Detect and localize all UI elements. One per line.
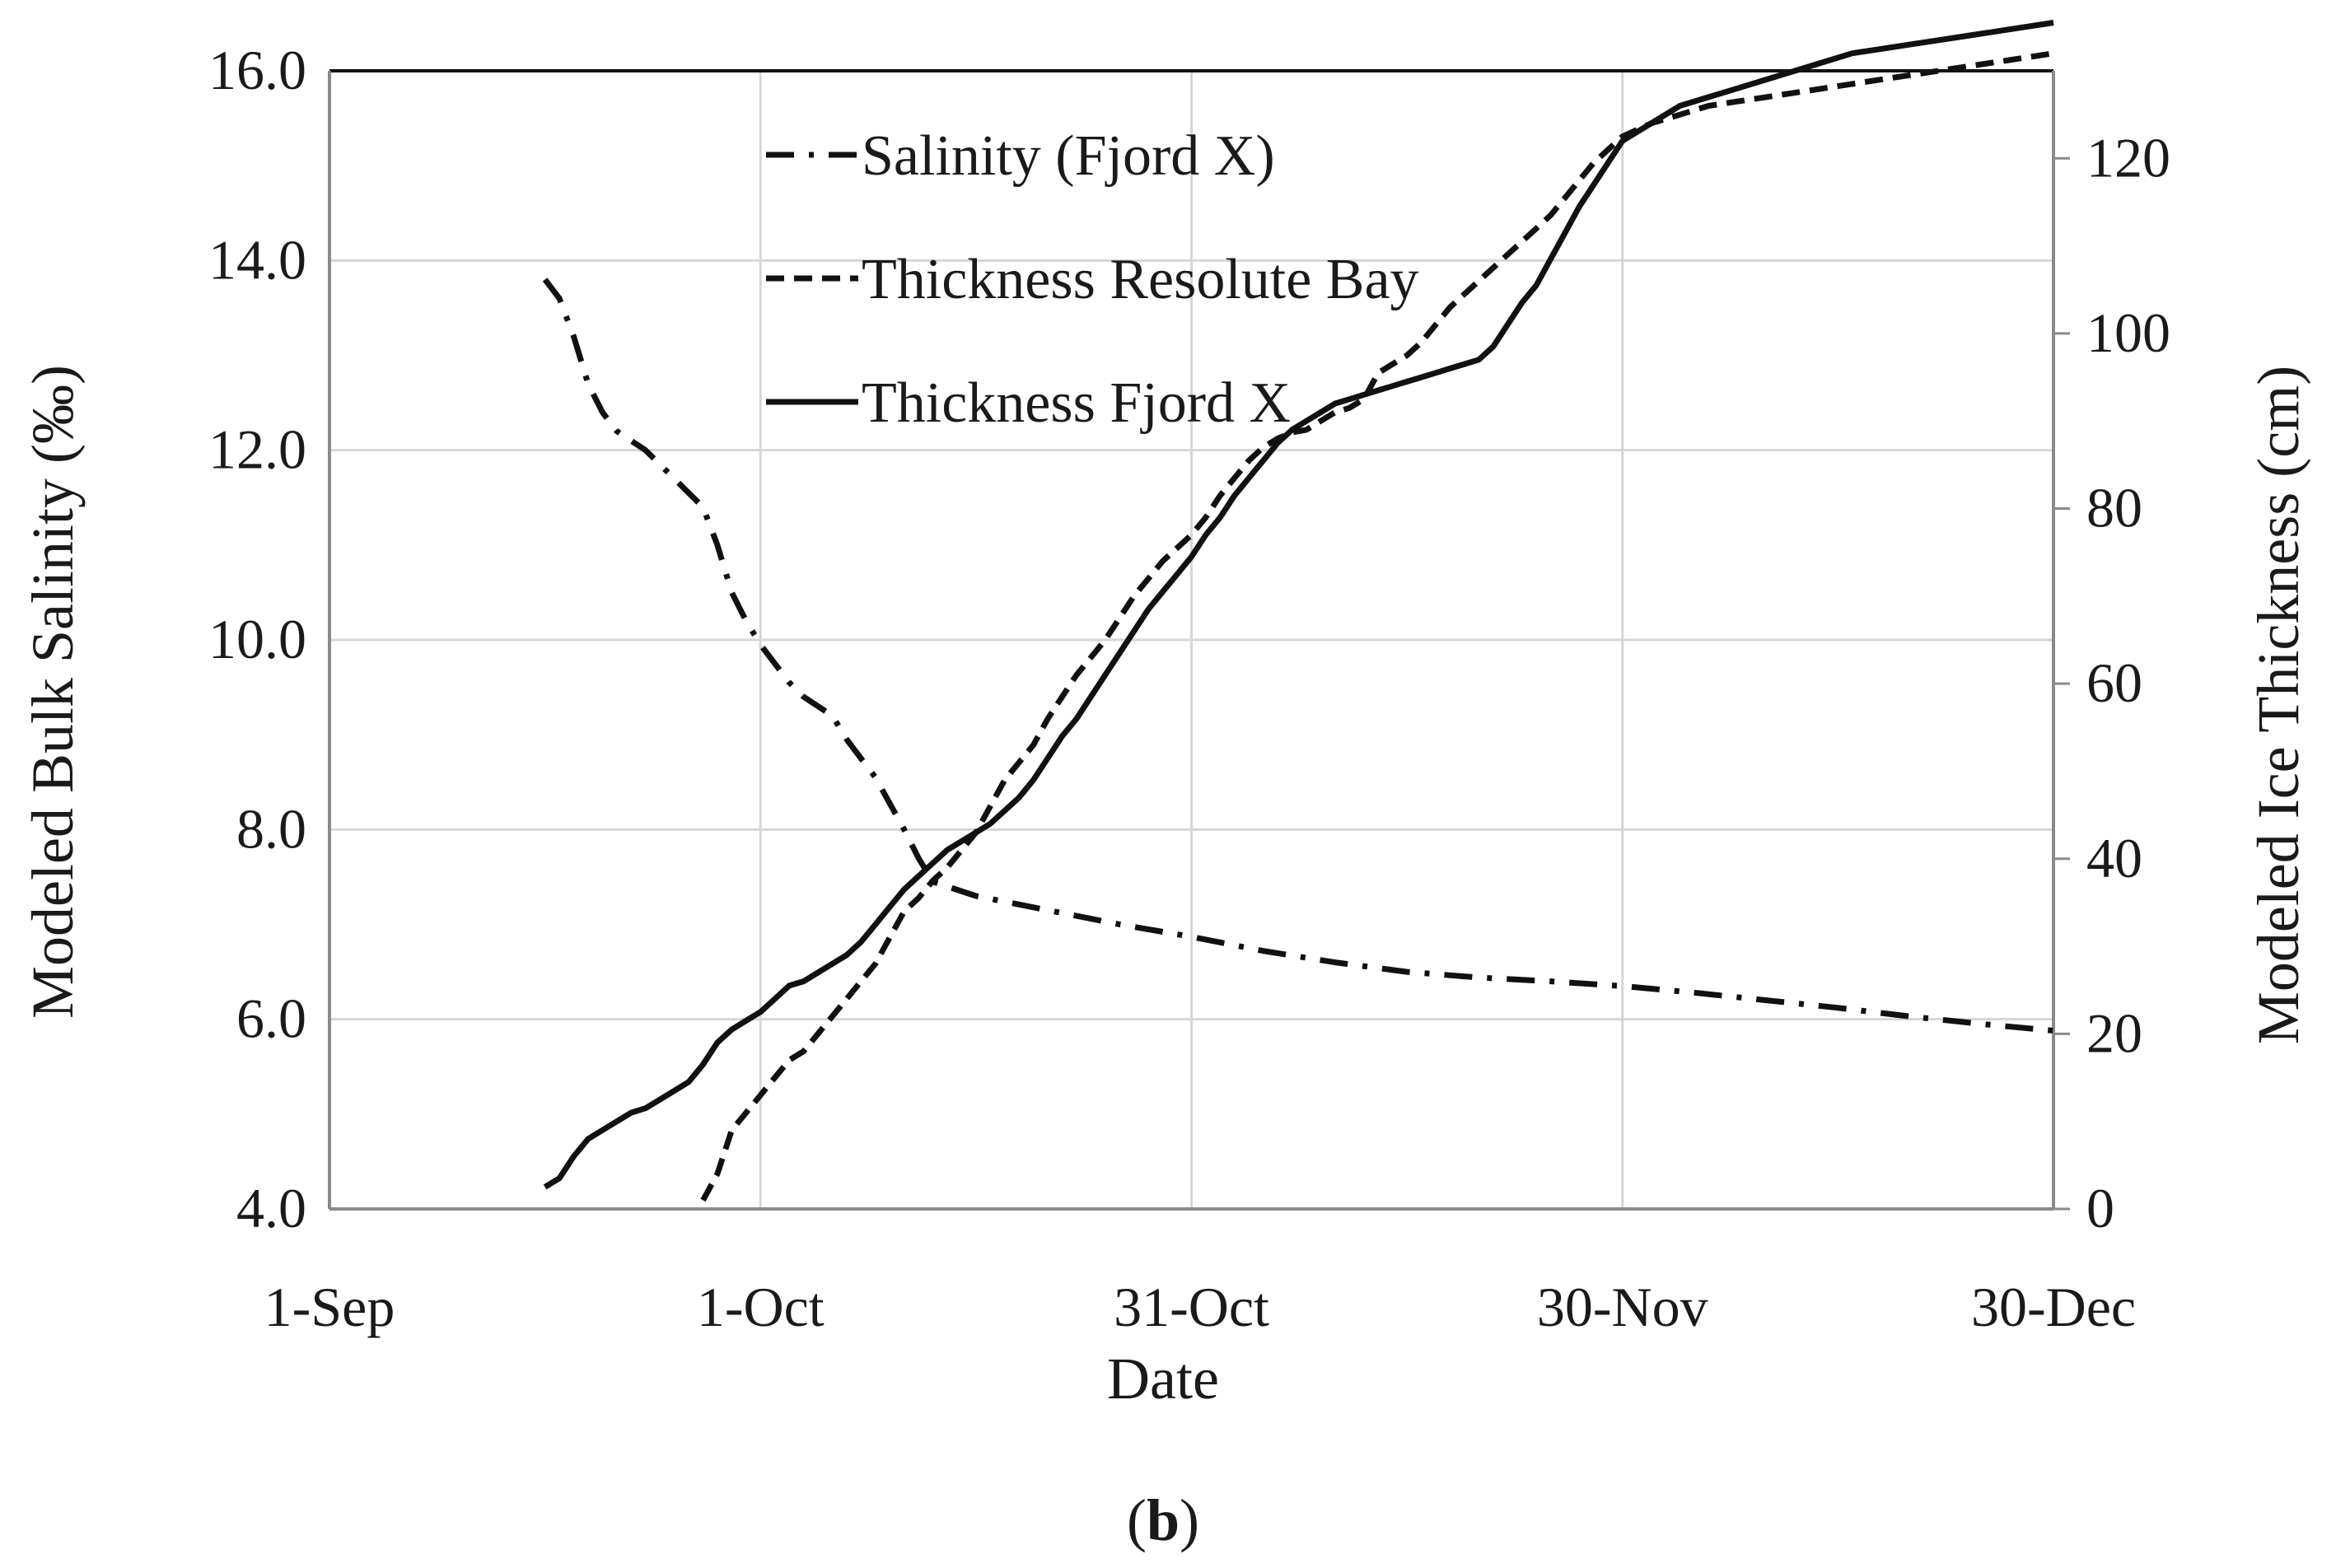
y2-tick-label: 60 (2086, 651, 2142, 714)
x-tick-label: 1-Sep (264, 1276, 395, 1338)
x-tick-label: 30-Nov (1537, 1276, 1708, 1338)
thickness-fjord-x-line (543, 20, 2054, 1190)
legend-label: Thickness Fjord X (862, 371, 1291, 435)
y-tick-label: 6.0 (236, 987, 306, 1050)
y-axis-title: Modeled Bulk Salinity (‰) (20, 365, 86, 1019)
series-layer (542, 20, 2054, 1202)
tick-labels: 4.0 6.0 8.0 10.0 12.0 14.0 16.0 1-Sep 1-Oct 31-Oc… (208, 39, 2170, 1338)
legend-label: Salinity (Fjord X) (862, 124, 1275, 188)
y-tick-label: 8.0 (236, 797, 306, 860)
legend-item-resolute-bay: Thickness Resolute Bay (766, 248, 1419, 311)
panel-label-open: ( (1127, 1487, 1147, 1553)
legend-label: Thickness Resolute Bay (862, 248, 1419, 311)
salinity-fjord-x-line (542, 278, 2054, 1034)
axes (328, 69, 2070, 1211)
y-tick-label: 14.0 (208, 228, 306, 291)
y2-tick-label: 80 (2086, 477, 2142, 539)
panel-label-close: ) (1180, 1487, 1199, 1553)
x-tick-label: 31-Oct (1114, 1276, 1269, 1338)
legend-item-salinity: Salinity (Fjord X) (766, 124, 1275, 188)
y-tick-label: 4.0 (236, 1177, 306, 1239)
x-tick-label: 1-Oct (697, 1276, 825, 1338)
y2-tick-label: 40 (2086, 827, 2142, 889)
legend-item-fjord-x: Thickness Fjord X (766, 371, 1291, 435)
x-tick-label: 30-Dec (1971, 1276, 2136, 1338)
y-tick-label: 12.0 (208, 418, 306, 481)
thickness-resolute-bay-line (700, 50, 2054, 1202)
y2-tick-label: 120 (2086, 126, 2170, 189)
x-axis-title: Date (1107, 1346, 1219, 1412)
y-tick-label: 10.0 (208, 608, 306, 670)
legend: Salinity (Fjord X) Thickness Resolute Bay… (766, 124, 1419, 435)
panel-label: (b) (1127, 1487, 1199, 1553)
y2-axis-title: Modeled Ice Thickness (cm) (2245, 366, 2311, 1044)
y-tick-label: 16.0 (208, 39, 306, 101)
y2-tick-label: 20 (2086, 1001, 2142, 1064)
y2-tick-label: 0 (2086, 1177, 2114, 1239)
y2-tick-label: 100 (2086, 301, 2170, 364)
panel-label-letter: b (1147, 1487, 1180, 1553)
